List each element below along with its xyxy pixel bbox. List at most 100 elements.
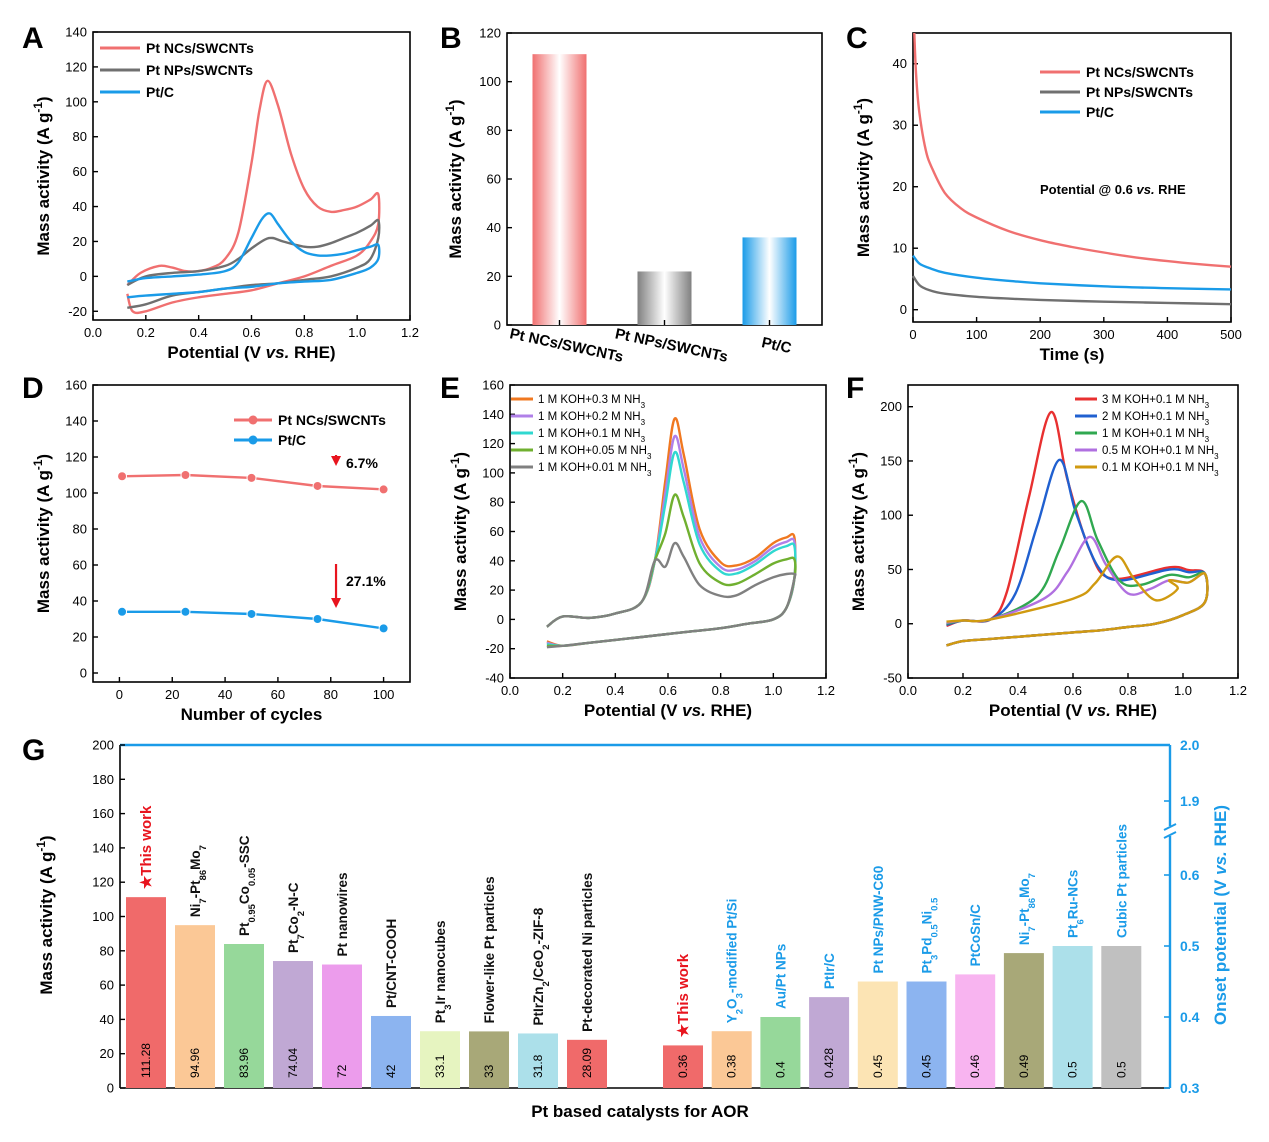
bar-value-label: 74.04 (286, 1048, 300, 1078)
y-tick-label: 200 (880, 399, 902, 414)
cv-curve (546, 541, 797, 649)
y-tick-label: 0 (80, 269, 87, 284)
y-tick-label: 0 (494, 318, 501, 333)
panel-letter-D: D (22, 372, 44, 405)
cycle-point (117, 606, 128, 617)
x-tick-label: 0.2 (137, 325, 155, 340)
x-tick-label: 0.2 (554, 683, 572, 698)
catalyst-bar (224, 944, 264, 1088)
x-tick-label: 0.6 (1064, 683, 1082, 698)
legend-marker (248, 435, 258, 445)
legend-entry: Pt NPs/SWCNTs (1086, 84, 1193, 100)
cycle-point (246, 608, 257, 619)
catalyst-bar (809, 997, 850, 1088)
x-tick-label: 400 (1157, 327, 1179, 342)
y-tick-label: 120 (482, 436, 504, 451)
x-tick-label: 300 (1093, 327, 1115, 342)
chrono-curve (912, 275, 1232, 306)
y-tick-label: 100 (880, 508, 902, 523)
y-tick-label: 100 (482, 465, 504, 480)
this-work-label: ★This work (675, 953, 692, 1037)
legend-entry: 1 M KOH+0.2 M NH3 (538, 411, 646, 427)
y-axis-label: Mass activity (A g-1) (31, 454, 53, 613)
cycle-point (312, 480, 323, 491)
catalyst-bar (1052, 946, 1093, 1088)
y-tick-label: 120 (479, 26, 501, 41)
bar-value-label: 83.96 (237, 1048, 251, 1078)
x-tick-label: 0.0 (899, 683, 917, 698)
x-tick-label: 0.0 (84, 325, 102, 340)
legend-entry: Pt NCs/SWCNTs (278, 412, 386, 428)
catalyst-bar (175, 925, 215, 1088)
catalyst-bar (322, 964, 362, 1088)
axis-break-mark (1163, 831, 1177, 839)
x-tick-label: 1.2 (1229, 683, 1247, 698)
cycle-point (180, 470, 191, 480)
catalyst-bar (711, 1031, 752, 1088)
bar-value-label: 111.28 (139, 1043, 153, 1078)
bar-value-label: 0.45 (920, 1054, 934, 1078)
y-tick-label: 20 (487, 269, 501, 284)
y-tick-label: 60 (100, 978, 114, 993)
legend-entry: 0.5 M KOH+0.1 M NH3 (1102, 445, 1219, 461)
y-tick-label: 0 (107, 1081, 114, 1096)
catalyst-label: Pt NPs/PNW-C60 (871, 866, 886, 974)
y-tick-label: 40 (73, 199, 87, 214)
y-axis-label: Mass activity (A g-1) (31, 96, 53, 255)
x-tick-label: 1.0 (348, 325, 366, 340)
axis-break-gap (1165, 826, 1175, 836)
catalyst-label: Pt3Ir nanocubes (433, 920, 454, 1023)
y-tick-label: 140 (65, 414, 87, 429)
legend-entry: 1 M KOH+0.1 M NH3 (538, 428, 646, 444)
x-category-label: Pt NCs/SWCNTs (508, 325, 625, 366)
y-tick-label: 20 (73, 630, 87, 645)
y-axis-label: Mass activity (A g-1) (448, 452, 470, 611)
y-tick-label: 140 (92, 840, 114, 855)
cv-curve (946, 535, 1209, 647)
x-tick-label: 500 (1220, 327, 1242, 342)
bar-pt-c (742, 237, 797, 325)
y-tick-label: 200 (92, 738, 114, 753)
y2-tick-label: 1.9 (1180, 793, 1200, 809)
legend-entry: 1 M KOH+0.05 M NH3 (538, 445, 652, 461)
y-tick-label: 120 (65, 59, 87, 74)
x-tick-label: 80 (324, 687, 338, 702)
y-tick-label: -40 (485, 671, 504, 686)
legend-marker (248, 415, 258, 425)
catalyst-bar (760, 1017, 801, 1088)
legend-entry: 1 M KOH+0.1 M NH3 (1102, 428, 1210, 444)
legend-entry: 2 M KOH+0.1 M NH3 (1102, 411, 1210, 427)
bar-value-label: 28.09 (580, 1048, 594, 1078)
y-axis-label: Mass activity (A g-1) (34, 835, 56, 994)
y-tick-label: 60 (73, 164, 87, 179)
decay-percent-label: 27.1% (346, 573, 386, 589)
panel-letter-F: F (846, 372, 864, 405)
bar-value-label: 0.45 (871, 1054, 885, 1078)
catalyst-label: Flower-like Pt particles (482, 876, 497, 1023)
catalyst-label: Ni7-Pt86Mo7 (188, 845, 209, 917)
catalyst-label: PtIr/C (822, 953, 837, 989)
bar-value-label: 72 (335, 1064, 349, 1078)
panel-F: 0.0 0.2 0.4 0.6 0.8 1.0 1.2 -50 0 50 100 150 200 Pote… (846, 384, 1247, 720)
y-tick-label: 50 (888, 562, 902, 577)
bar-value-label: 0.36 (676, 1054, 690, 1078)
bar-value-label: 0.428 (822, 1048, 836, 1078)
catalyst-label: Pt7Co2-N-C (286, 882, 307, 953)
bar-value-label: 0.5 (1114, 1061, 1128, 1078)
x-tick-label: 0 (116, 687, 123, 702)
cycle-point (378, 623, 389, 634)
x-tick-label: 0.8 (295, 325, 313, 340)
legend-entry: Pt NCs/SWCNTs (146, 40, 254, 56)
catalyst-bar (906, 981, 947, 1088)
x-tick-label: 200 (1029, 327, 1051, 342)
x-tick-label: 0.8 (1119, 683, 1137, 698)
catalyst-label: Pt/CNT-COOH (384, 919, 399, 1008)
legend-entry: Pt/C (1086, 104, 1114, 120)
catalyst-label: Au/Pt NPs (773, 944, 788, 1009)
y-tick-label: 120 (92, 875, 114, 890)
panel-letter-G: G (22, 734, 45, 767)
y-tick-label: 0 (895, 616, 902, 631)
catalyst-label: Y2O3-modified Pt/Si (725, 899, 745, 1024)
cycle-point (117, 471, 128, 482)
x-tick-label: 40 (218, 687, 232, 702)
